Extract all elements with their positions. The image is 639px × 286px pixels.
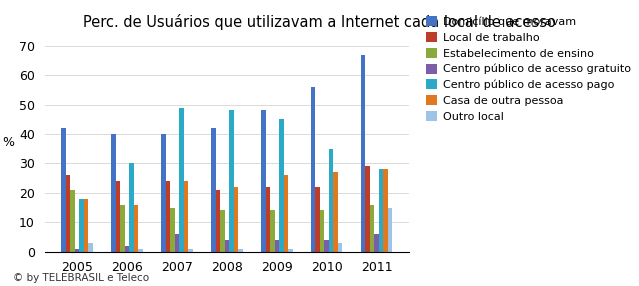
Bar <box>129 163 134 252</box>
Bar <box>224 240 229 252</box>
Bar <box>334 172 338 252</box>
Bar <box>220 210 224 252</box>
Bar <box>266 187 270 252</box>
Bar <box>379 169 383 252</box>
Bar <box>188 249 192 252</box>
Bar <box>316 187 320 252</box>
Bar <box>338 243 343 252</box>
Bar <box>61 128 66 252</box>
Bar <box>370 204 374 252</box>
Bar <box>66 175 70 252</box>
Bar <box>311 87 316 252</box>
Bar <box>211 128 215 252</box>
Bar <box>134 204 138 252</box>
Bar <box>174 234 179 252</box>
Bar <box>279 119 284 252</box>
Bar <box>179 108 183 252</box>
Text: © by TELEBRASIL e Teleco: © by TELEBRASIL e Teleco <box>13 273 149 283</box>
Text: Perc. de Usuários que utilizavam a Internet cada local de acesso: Perc. de Usuários que utilizavam a Inter… <box>83 14 556 30</box>
Bar <box>361 55 366 252</box>
Bar <box>166 181 170 252</box>
Bar <box>383 169 388 252</box>
Bar <box>125 246 129 252</box>
Legend: Domicílio que moravam, Local de trabalho, Estabelecimento de ensino, Centro públ: Domicílio que moravam, Local de trabalho… <box>424 14 633 124</box>
Bar <box>284 175 288 252</box>
Bar <box>229 110 234 252</box>
Bar <box>161 134 166 252</box>
Bar <box>215 190 220 252</box>
Bar <box>138 249 142 252</box>
Bar <box>275 240 279 252</box>
Bar <box>388 208 392 252</box>
Bar <box>374 234 379 252</box>
Bar <box>183 181 188 252</box>
Bar <box>366 166 370 252</box>
Bar <box>88 243 93 252</box>
Bar <box>79 199 84 252</box>
Bar <box>111 134 116 252</box>
Bar <box>116 181 120 252</box>
Bar <box>320 210 325 252</box>
Bar <box>270 210 275 252</box>
Bar <box>70 190 75 252</box>
Bar <box>288 249 293 252</box>
Bar <box>120 204 125 252</box>
Y-axis label: %: % <box>2 136 14 149</box>
Bar <box>84 199 88 252</box>
Bar <box>261 110 266 252</box>
Bar <box>238 249 243 252</box>
Bar <box>329 149 334 252</box>
Bar <box>325 240 329 252</box>
Bar <box>170 208 174 252</box>
Bar <box>234 187 238 252</box>
Bar <box>75 249 79 252</box>
